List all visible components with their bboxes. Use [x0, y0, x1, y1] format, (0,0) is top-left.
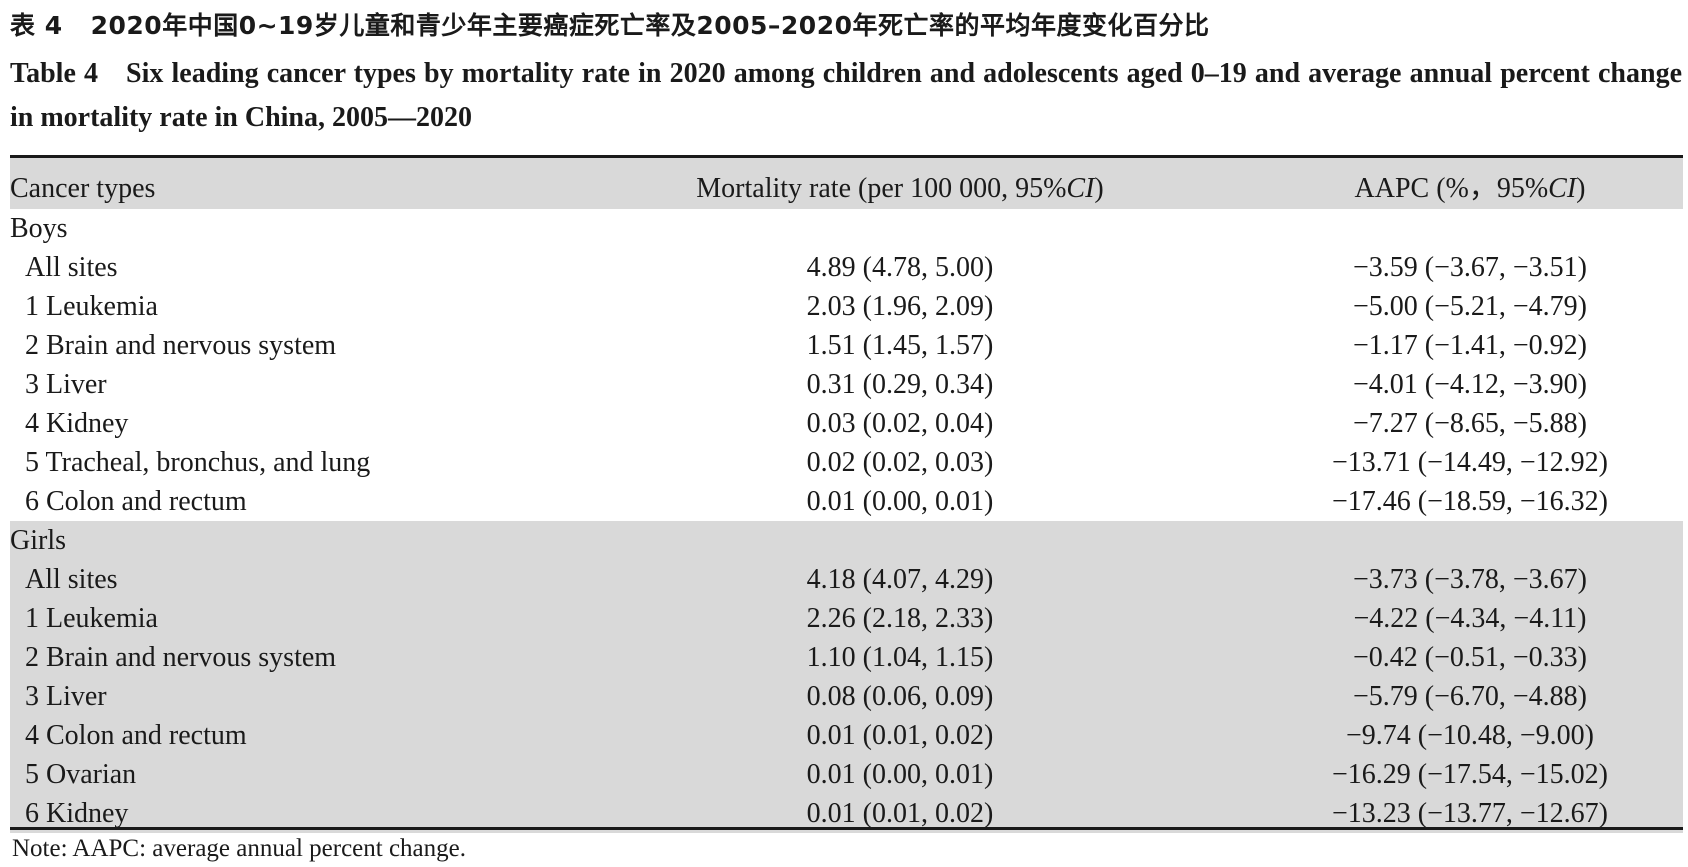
aapc-cell: −5.00 (−5.21, −4.79) — [1352, 291, 1588, 322]
table-header-row: Cancer types Mortality rate (per 100 000… — [10, 158, 1683, 209]
table-row: 2 Brain and nervous system 1.51 (1.45, 1.… — [10, 326, 1683, 365]
group-row-girls: Girls — [10, 521, 1683, 560]
cancer-type-cell: 1 Leukemia — [25, 291, 158, 322]
table-row: 2 Brain and nervous system 1.10 (1.04, 1.… — [10, 638, 1683, 677]
mortality-rate-cell: 4.89 (4.78, 5.00) — [806, 252, 994, 283]
aapc-cell: −13.23 (−13.77, −12.67) — [1331, 798, 1609, 829]
cancer-type-cell: 5 Tracheal, bronchus, and lung — [25, 447, 371, 478]
table-label-english: Table 4 — [10, 58, 99, 89]
table-row: 3 Liver 0.08 (0.06, 0.09) −5.79 (−6.70, −4… — [10, 677, 1683, 716]
table-row: 4 Colon and rectum 0.01 (0.01, 0.02) −9.74… — [10, 716, 1683, 755]
mortality-rate-cell: 1.10 (1.04, 1.15) — [806, 642, 994, 673]
aapc-cell: −5.79 (−6.70, −4.88) — [1352, 681, 1588, 712]
header-aapc: AAPC (%，95%CI) — [1354, 173, 1586, 204]
mortality-rate-cell: 0.01 (0.00, 0.01) — [806, 759, 994, 790]
mortality-rate-cell: 0.01 (0.01, 0.02) — [806, 720, 994, 751]
table-label-chinese: 表 4 — [10, 11, 63, 40]
aapc-cell: −13.71 (−14.49, −12.92) — [1331, 447, 1609, 478]
cancer-type-cell: 2 Brain and nervous system — [25, 642, 337, 673]
cancer-type-cell: 4 Kidney — [25, 408, 129, 439]
cancer-type-cell: 3 Liver — [25, 369, 107, 400]
cancer-type-cell: All sites — [25, 564, 118, 595]
mortality-rate-cell: 4.18 (4.07, 4.29) — [806, 564, 994, 595]
group-label: Girls — [10, 525, 66, 556]
cancer-type-cell: 4 Colon and rectum — [25, 720, 247, 751]
mortality-rate-cell: 0.01 (0.00, 0.01) — [806, 486, 994, 517]
cancer-type-cell: 5 Ovarian — [25, 759, 137, 790]
table-row: 5 Ovarian 0.01 (0.00, 0.01) −16.29 (−17.54… — [10, 755, 1683, 794]
group-row-boys: Boys — [10, 209, 1683, 248]
table-title-english: Six leading cancer types by mortality ra… — [10, 58, 1682, 133]
table-caption-chinese: 表 4 2020年中国0~19岁儿童和青少年主要癌症死亡率及2005–2020年死… — [10, 4, 1682, 48]
mortality-rate-cell: 0.01 (0.01, 0.02) — [806, 798, 994, 829]
table-row: 4 Kidney 0.03 (0.02, 0.04) −7.27 (−8.65, −… — [10, 404, 1683, 443]
mortality-rate-cell: 0.31 (0.29, 0.34) — [806, 369, 994, 400]
aapc-cell: −4.01 (−4.12, −3.90) — [1352, 369, 1588, 400]
header-mortality-rate: Mortality rate (per 100 000, 95%CI) — [696, 173, 1104, 204]
mortality-rate-cell: 2.26 (2.18, 2.33) — [806, 603, 994, 634]
aapc-cell: −3.73 (−3.78, −3.67) — [1352, 564, 1588, 595]
table-row: All sites 4.18 (4.07, 4.29) −3.73 (−3.78, … — [10, 560, 1683, 599]
cancer-type-cell: 2 Brain and nervous system — [25, 330, 337, 361]
header-cancer-types: Cancer types — [10, 173, 156, 204]
aapc-cell: −1.17 (−1.41, −0.92) — [1352, 330, 1588, 361]
cancer-type-cell: 1 Leukemia — [25, 603, 158, 634]
mortality-table: Cancer types Mortality rate (per 100 000… — [10, 158, 1683, 833]
aapc-cell: −16.29 (−17.54, −15.02) — [1331, 759, 1609, 790]
aapc-cell: −0.42 (−0.51, −0.33) — [1352, 642, 1588, 673]
table-row: 6 Colon and rectum 0.01 (0.00, 0.01) −17.4… — [10, 482, 1683, 521]
table-row: 1 Leukemia 2.03 (1.96, 2.09) −5.00 (−5.21,… — [10, 287, 1683, 326]
aapc-cell: −7.27 (−8.65, −5.88) — [1352, 408, 1588, 439]
mortality-rate-cell: 0.03 (0.02, 0.04) — [806, 408, 994, 439]
aapc-cell: −4.22 (−4.34, −4.11) — [1353, 603, 1587, 634]
aapc-cell: −17.46 (−18.59, −16.32) — [1331, 486, 1609, 517]
table-row: 1 Leukemia 2.26 (2.18, 2.33) −4.22 (−4.34,… — [10, 599, 1683, 638]
table-note: Note: AAPC: average annual percent chang… — [12, 835, 466, 862]
group-label: Boys — [10, 213, 68, 244]
table-row: All sites 4.89 (4.78, 5.00) −3.59 (−3.67, … — [10, 248, 1683, 287]
cancer-type-cell: All sites — [25, 252, 118, 283]
aapc-cell: −9.74 (−10.48, −9.00) — [1345, 720, 1595, 751]
cancer-type-cell: 6 Kidney — [25, 798, 129, 829]
mortality-rate-cell: 0.02 (0.02, 0.03) — [806, 447, 994, 478]
mortality-rate-cell: 2.03 (1.96, 2.09) — [806, 291, 994, 322]
cancer-type-cell: 6 Colon and rectum — [25, 486, 247, 517]
cancer-type-cell: 3 Liver — [25, 681, 107, 712]
table-top-rule — [10, 155, 1683, 158]
table-row: 3 Liver 0.31 (0.29, 0.34) −4.01 (−4.12, −3… — [10, 365, 1683, 404]
aapc-cell: −3.59 (−3.67, −3.51) — [1352, 252, 1588, 283]
table-caption-english: Table 4 Six leading cancer types by morta… — [10, 52, 1682, 140]
table-row: 6 Kidney 0.01 (0.01, 0.02) −13.23 (−13.77,… — [10, 794, 1683, 833]
table-bottom-rule — [10, 827, 1683, 830]
mortality-rate-cell: 1.51 (1.45, 1.57) — [806, 330, 994, 361]
mortality-rate-cell: 0.08 (0.06, 0.09) — [806, 681, 994, 712]
table-row: 5 Tracheal, bronchus, and lung 0.02 (0.02… — [10, 443, 1683, 482]
table-title-chinese: 2020年中国0~19岁儿童和青少年主要癌症死亡率及2005–2020年死亡率的… — [90, 11, 1210, 40]
